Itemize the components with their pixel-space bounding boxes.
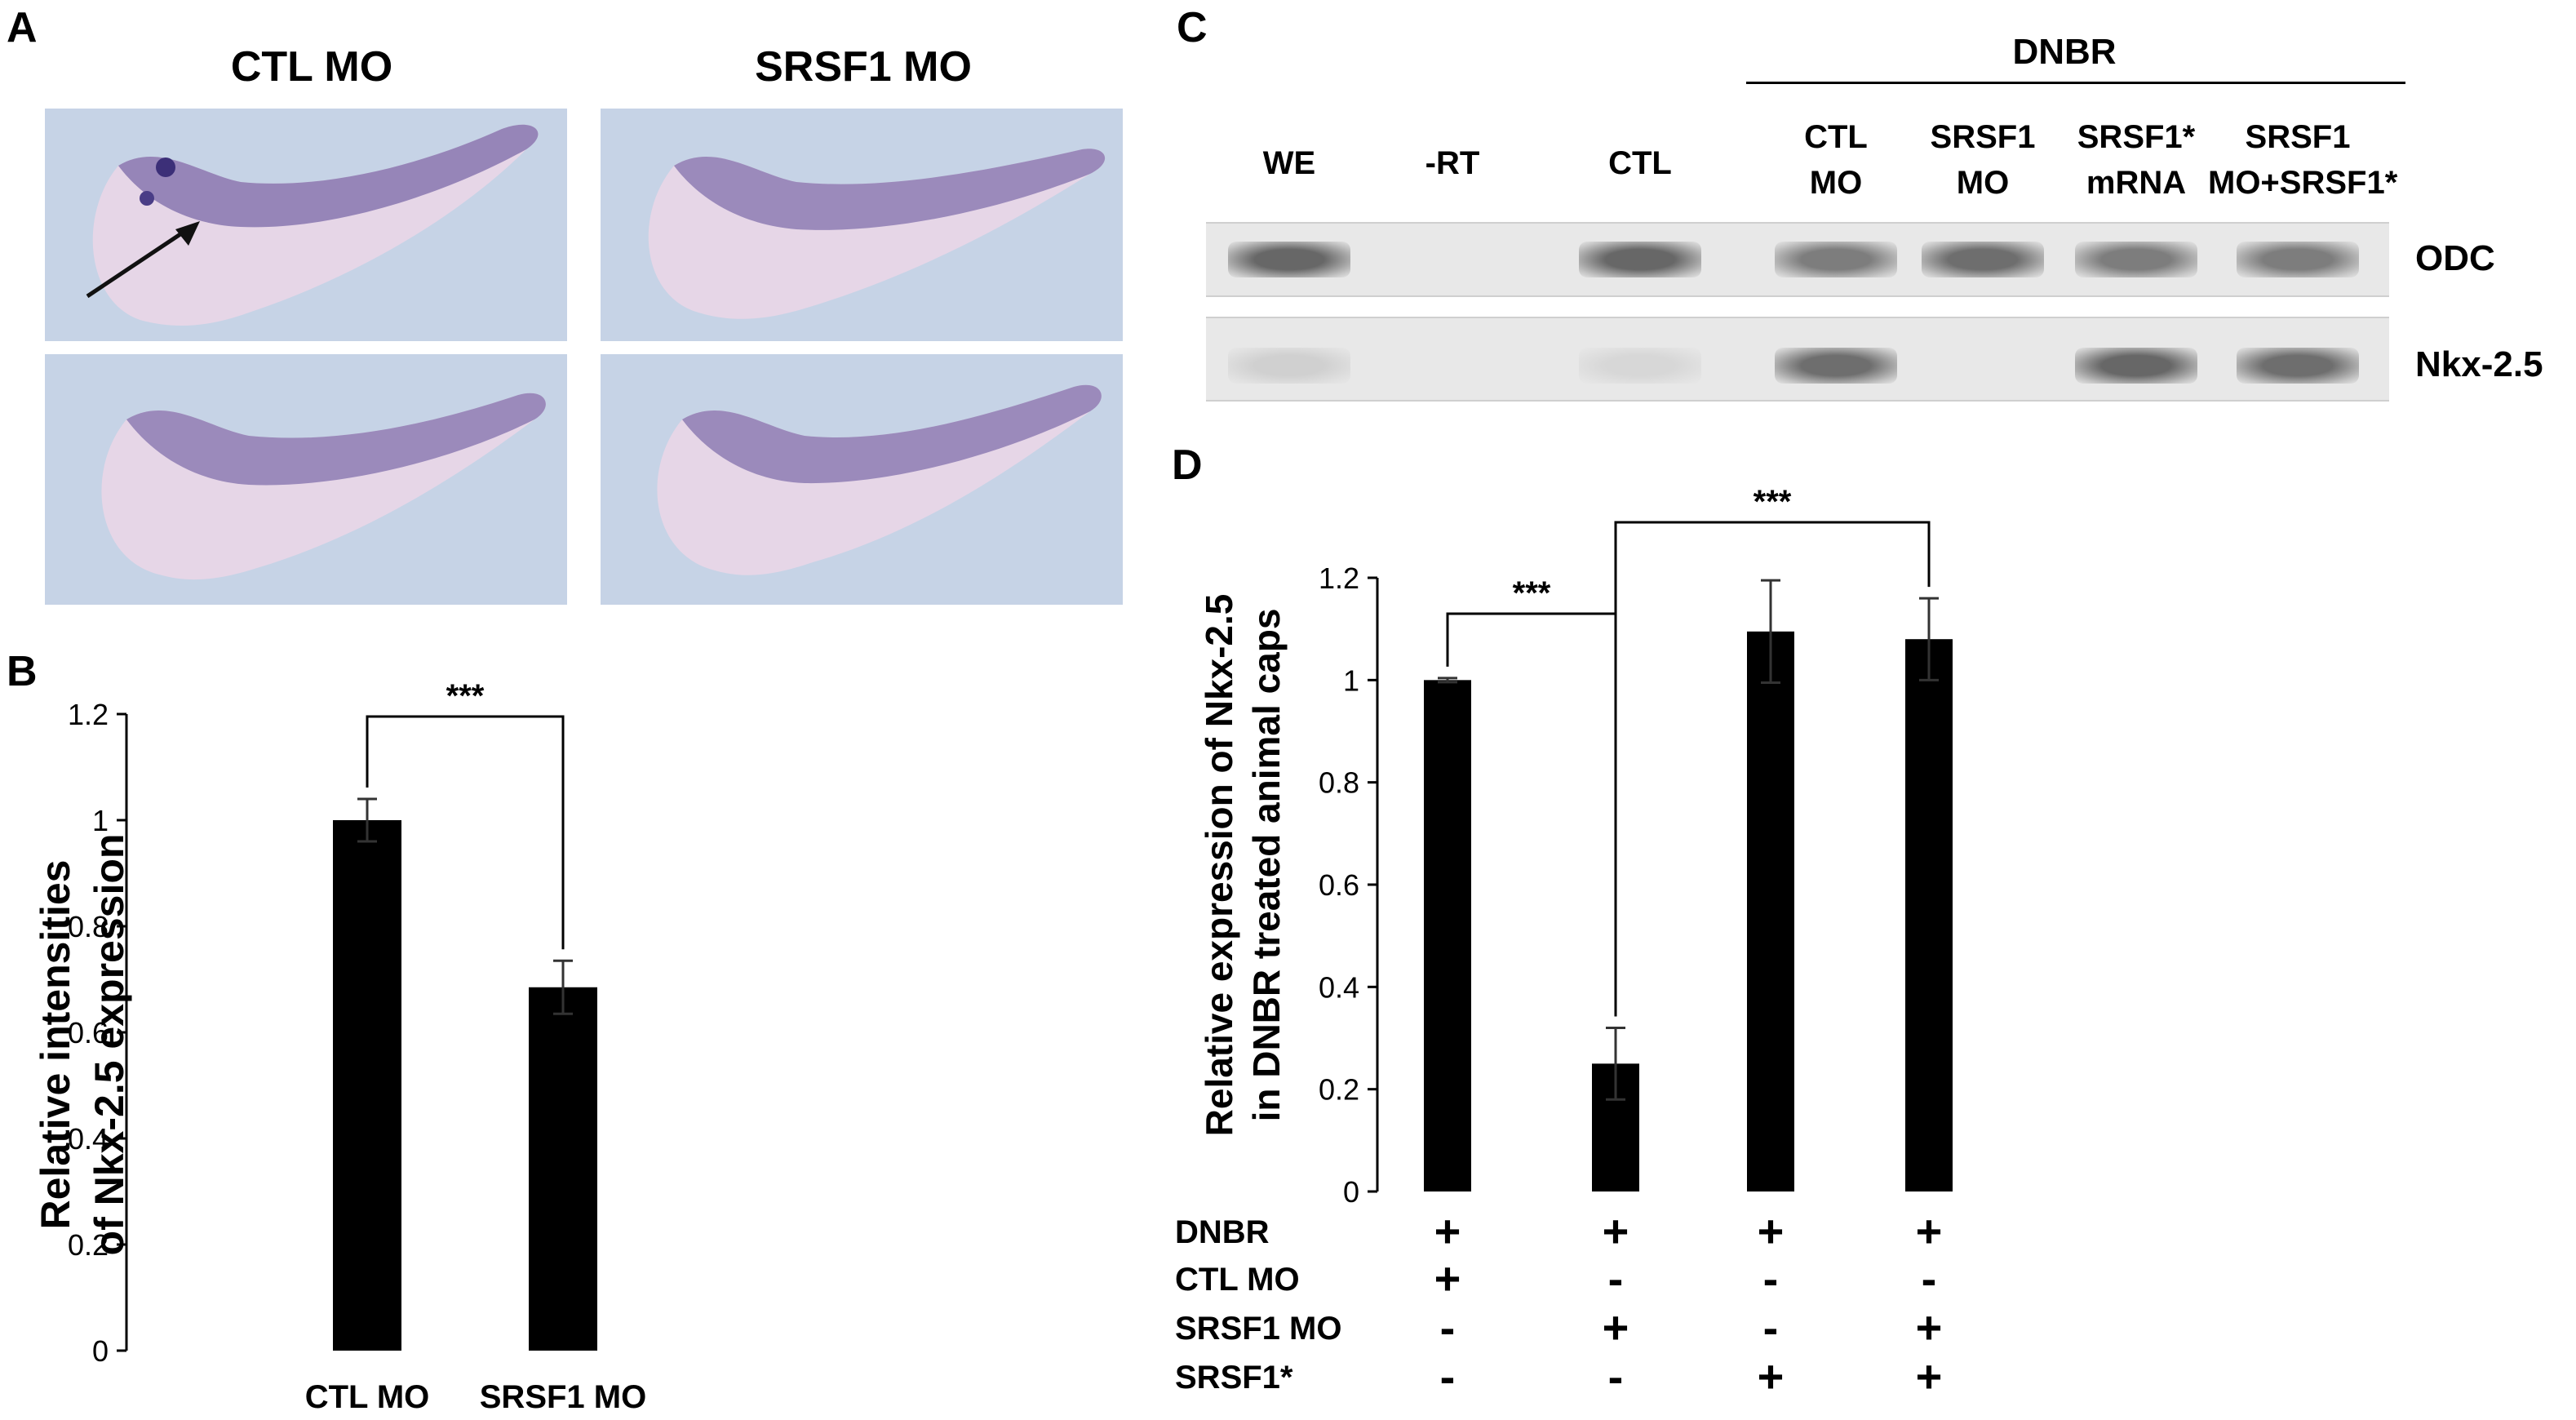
chart-b-category-label: CTL MO — [305, 1379, 430, 1415]
condition-row-label: SRSF1 MO — [1175, 1311, 1342, 1347]
chart-b-ytick-label: 0 — [92, 1334, 109, 1368]
chart-b-ytick-label: 1.2 — [68, 698, 109, 731]
embryo-photo-srsf1-mo-bottom — [601, 354, 1123, 605]
condition-row-label: SRSF1* — [1175, 1360, 1293, 1396]
chart-d-significance-bracket — [1446, 612, 1617, 1017]
gel-lane-label-line1: WE — [1262, 145, 1316, 181]
gene-label-nkx: Nkx-2.5 — [2415, 344, 2543, 384]
chart-d-ytick-label: 0.8 — [1319, 766, 1359, 800]
chart-b-ylabel: Relative intensities — [33, 860, 78, 1230]
chart-d: 0 0.2 0.4 0.6 0.8 1 1.2 Relative expression of … — [1198, 484, 1953, 1209]
condition-sign: - — [1762, 1302, 1779, 1353]
gel-band-nkx — [1579, 348, 1701, 384]
chart-b-significance-bracket — [366, 715, 565, 950]
embryo-title-ctl-mo: CTL MO — [230, 43, 393, 91]
chart-b-bar — [333, 820, 401, 1351]
condition-sign: + — [1915, 1351, 1943, 1402]
gel-lane-label-line1: SRSF1* — [2077, 119, 2196, 155]
condition-sign: + — [1757, 1351, 1785, 1402]
gel-lane-label-line2: mRNA — [2086, 165, 2187, 201]
gel-band-nkx — [1228, 348, 1350, 384]
gel-lane-label: CTL — [1550, 140, 1730, 186]
gel-band-nkx — [1775, 348, 1897, 384]
chart-d-ytick-label: 1.2 — [1319, 561, 1359, 595]
chart-d-ytick-label: 0.2 — [1319, 1073, 1359, 1107]
gel-band-odc — [1775, 242, 1897, 277]
chart-d-ylabel: Relative expression of Nkx-2.5 — [1198, 594, 1240, 1137]
condition-sign: + — [1602, 1205, 1629, 1257]
chart-d-ytick-label: 0.4 — [1319, 970, 1359, 1004]
gel-lane-label: SRSF1 MO — [1893, 114, 2073, 206]
chart-b-ytick-label: 0.4 — [68, 1122, 109, 1156]
gel-lane-label-line1: SRSF1 — [2245, 119, 2351, 155]
gel-lane-label: -RT — [1363, 140, 1542, 186]
chart-b-ytick-label: 0.2 — [68, 1228, 109, 1262]
condition-sign: - — [1439, 1351, 1456, 1402]
embryo-photo-ctl-mo-bottom — [45, 354, 567, 605]
chart-d-bar — [1905, 639, 1953, 1191]
chart-d-significance-label: *** — [1754, 484, 1792, 520]
gel-band-odc — [1228, 242, 1350, 277]
chart-b-category-label: SRSF1 MO — [480, 1379, 646, 1415]
panel-a-letter: A — [7, 4, 38, 51]
condition-sign: - — [1607, 1253, 1624, 1304]
chart-b-ylabel: of Nkx-2.5 expression — [86, 834, 132, 1256]
condition-sign: - — [1762, 1253, 1779, 1304]
gel-band-odc — [1579, 242, 1701, 277]
chart-d-ytick-label: 1 — [1343, 663, 1359, 697]
gel-lane-label: SRSF1* mRNA — [2046, 114, 2226, 206]
chart-d-significance-bracket — [1614, 521, 1931, 1017]
panel-d-letter: D — [1172, 442, 1203, 489]
chart-d-ylabel: in DNBR treated animal caps — [1245, 609, 1288, 1122]
embryo-title-srsf1-mo: SRSF1 MO — [755, 43, 972, 91]
gene-label-odc: ODC — [2415, 238, 2495, 278]
panel-b-letter: B — [7, 648, 38, 695]
condition-row-label: CTL MO — [1175, 1262, 1300, 1298]
chart-b-ytick-label: 1 — [92, 804, 109, 837]
condition-sign: + — [1434, 1253, 1461, 1304]
condition-sign: - — [1607, 1351, 1624, 1402]
gel-lane-label-line2: MO+SRSF1* — [2208, 165, 2398, 201]
gel-lane-label: SRSF1 MO+SRSF1* — [2208, 114, 2398, 206]
condition-sign: - — [1439, 1302, 1456, 1353]
gel-band-odc — [2075, 242, 2197, 277]
condition-sign: + — [1915, 1205, 1943, 1257]
embryo-photo-ctl-mo-top — [45, 109, 567, 341]
gel-lane-label-line2: MO — [1809, 165, 1863, 201]
gel-lane-label-line1: CTL — [1804, 119, 1868, 155]
gel-band-nkx — [2237, 348, 2359, 384]
gel-band-odc — [2237, 242, 2359, 277]
gel-lane-label-line1: SRSF1 — [1930, 119, 2036, 155]
condition-sign: + — [1602, 1302, 1629, 1353]
panel-c-letter: C — [1177, 4, 1208, 51]
gel-lane-label-line1: -RT — [1425, 145, 1480, 181]
chart-d-significance-label: *** — [1513, 575, 1551, 611]
gel-lane-label-line1: CTL — [1608, 145, 1672, 181]
embryo-photo-srsf1-mo-top — [601, 109, 1123, 341]
chart-b-ytick-label: 0.6 — [68, 1016, 109, 1049]
gel-lane-label: WE — [1199, 140, 1379, 186]
gel-band-odc — [1922, 242, 2044, 277]
gel-lane-label: CTL MO — [1746, 114, 1926, 206]
gel-lane-label-line2: MO — [1956, 165, 2010, 201]
chart-d-ytick-label: 0.6 — [1319, 868, 1359, 902]
chart-d-bar — [1747, 631, 1794, 1191]
condition-sign: + — [1757, 1205, 1785, 1257]
chart-d-bar — [1424, 680, 1471, 1191]
chart-b-ytick-label: 0.8 — [68, 910, 109, 943]
condition-row-label: DNBR — [1175, 1214, 1270, 1250]
chart-b-bar — [529, 987, 597, 1351]
chart-d-ytick-label: 0 — [1343, 1175, 1359, 1209]
chart-b-significance-label: *** — [446, 678, 485, 714]
condition-sign: + — [1434, 1205, 1461, 1257]
condition-sign: + — [1915, 1302, 1943, 1353]
dnbr-group-label: DNBR — [2012, 32, 2117, 72]
condition-sign: - — [1921, 1253, 1937, 1304]
dnbr-group-line — [1746, 82, 2405, 84]
chart-b: 0 0.2 0.4 0.6 0.8 1 1.2 Relative intensities of … — [33, 678, 646, 1415]
gel-band-nkx — [2075, 348, 2197, 384]
